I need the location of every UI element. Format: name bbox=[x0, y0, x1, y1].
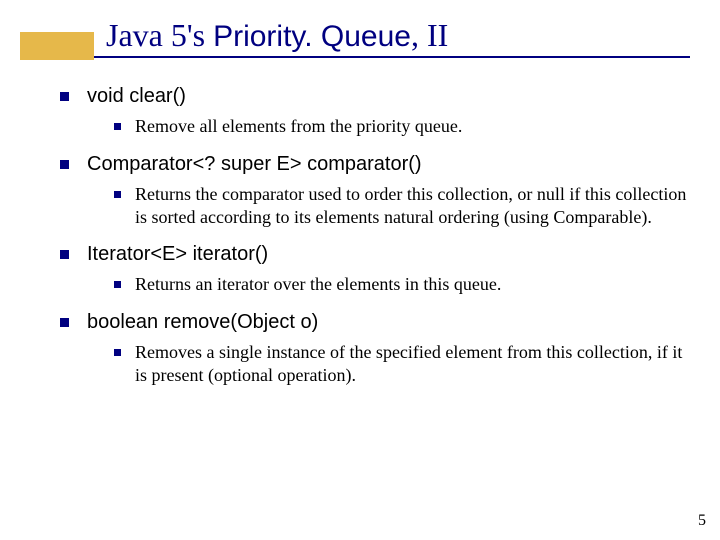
list-subitem: Returns an iterator over the elements in… bbox=[114, 273, 690, 296]
page-number: 5 bbox=[698, 512, 706, 530]
method-signature: void clear() bbox=[87, 83, 186, 109]
method-description: Removes a single instance of the specifi… bbox=[135, 341, 690, 388]
list-subitem: Removes a single instance of the specifi… bbox=[114, 341, 690, 388]
title-underline bbox=[94, 56, 690, 58]
method-description: Remove all elements from the priority qu… bbox=[135, 115, 462, 138]
square-bullet-icon bbox=[60, 160, 69, 169]
square-bullet-icon bbox=[60, 250, 69, 259]
slide-title-bar: Java 5's Priority. Queue, II bbox=[0, 0, 720, 53]
list-item: void clear() bbox=[60, 83, 690, 109]
title-suffix: , II bbox=[411, 17, 448, 53]
method-signature: Iterator<E> iterator() bbox=[87, 241, 268, 267]
slide-title: Java 5's Priority. Queue, II bbox=[106, 18, 720, 53]
list-subitem: Returns the comparator used to order thi… bbox=[114, 183, 690, 230]
list-item: Comparator<? super E> comparator() bbox=[60, 151, 690, 177]
square-bullet-icon bbox=[114, 349, 121, 356]
list-item: boolean remove(Object o) bbox=[60, 309, 690, 335]
slide-content: void clear() Remove all elements from th… bbox=[0, 53, 720, 387]
method-description: Returns an iterator over the elements in… bbox=[135, 273, 501, 296]
list-subitem: Remove all elements from the priority qu… bbox=[114, 115, 690, 138]
square-bullet-icon bbox=[114, 123, 121, 130]
method-signature: Comparator<? super E> comparator() bbox=[87, 151, 422, 177]
title-accent-block bbox=[20, 32, 94, 60]
square-bullet-icon bbox=[114, 281, 121, 288]
list-item: Iterator<E> iterator() bbox=[60, 241, 690, 267]
method-signature: boolean remove(Object o) bbox=[87, 309, 318, 335]
square-bullet-icon bbox=[60, 92, 69, 101]
title-code: Priority. Queue bbox=[213, 20, 411, 53]
method-description: Returns the comparator used to order thi… bbox=[135, 183, 690, 230]
title-prefix: Java 5's bbox=[106, 17, 213, 53]
square-bullet-icon bbox=[60, 318, 69, 327]
square-bullet-icon bbox=[114, 191, 121, 198]
